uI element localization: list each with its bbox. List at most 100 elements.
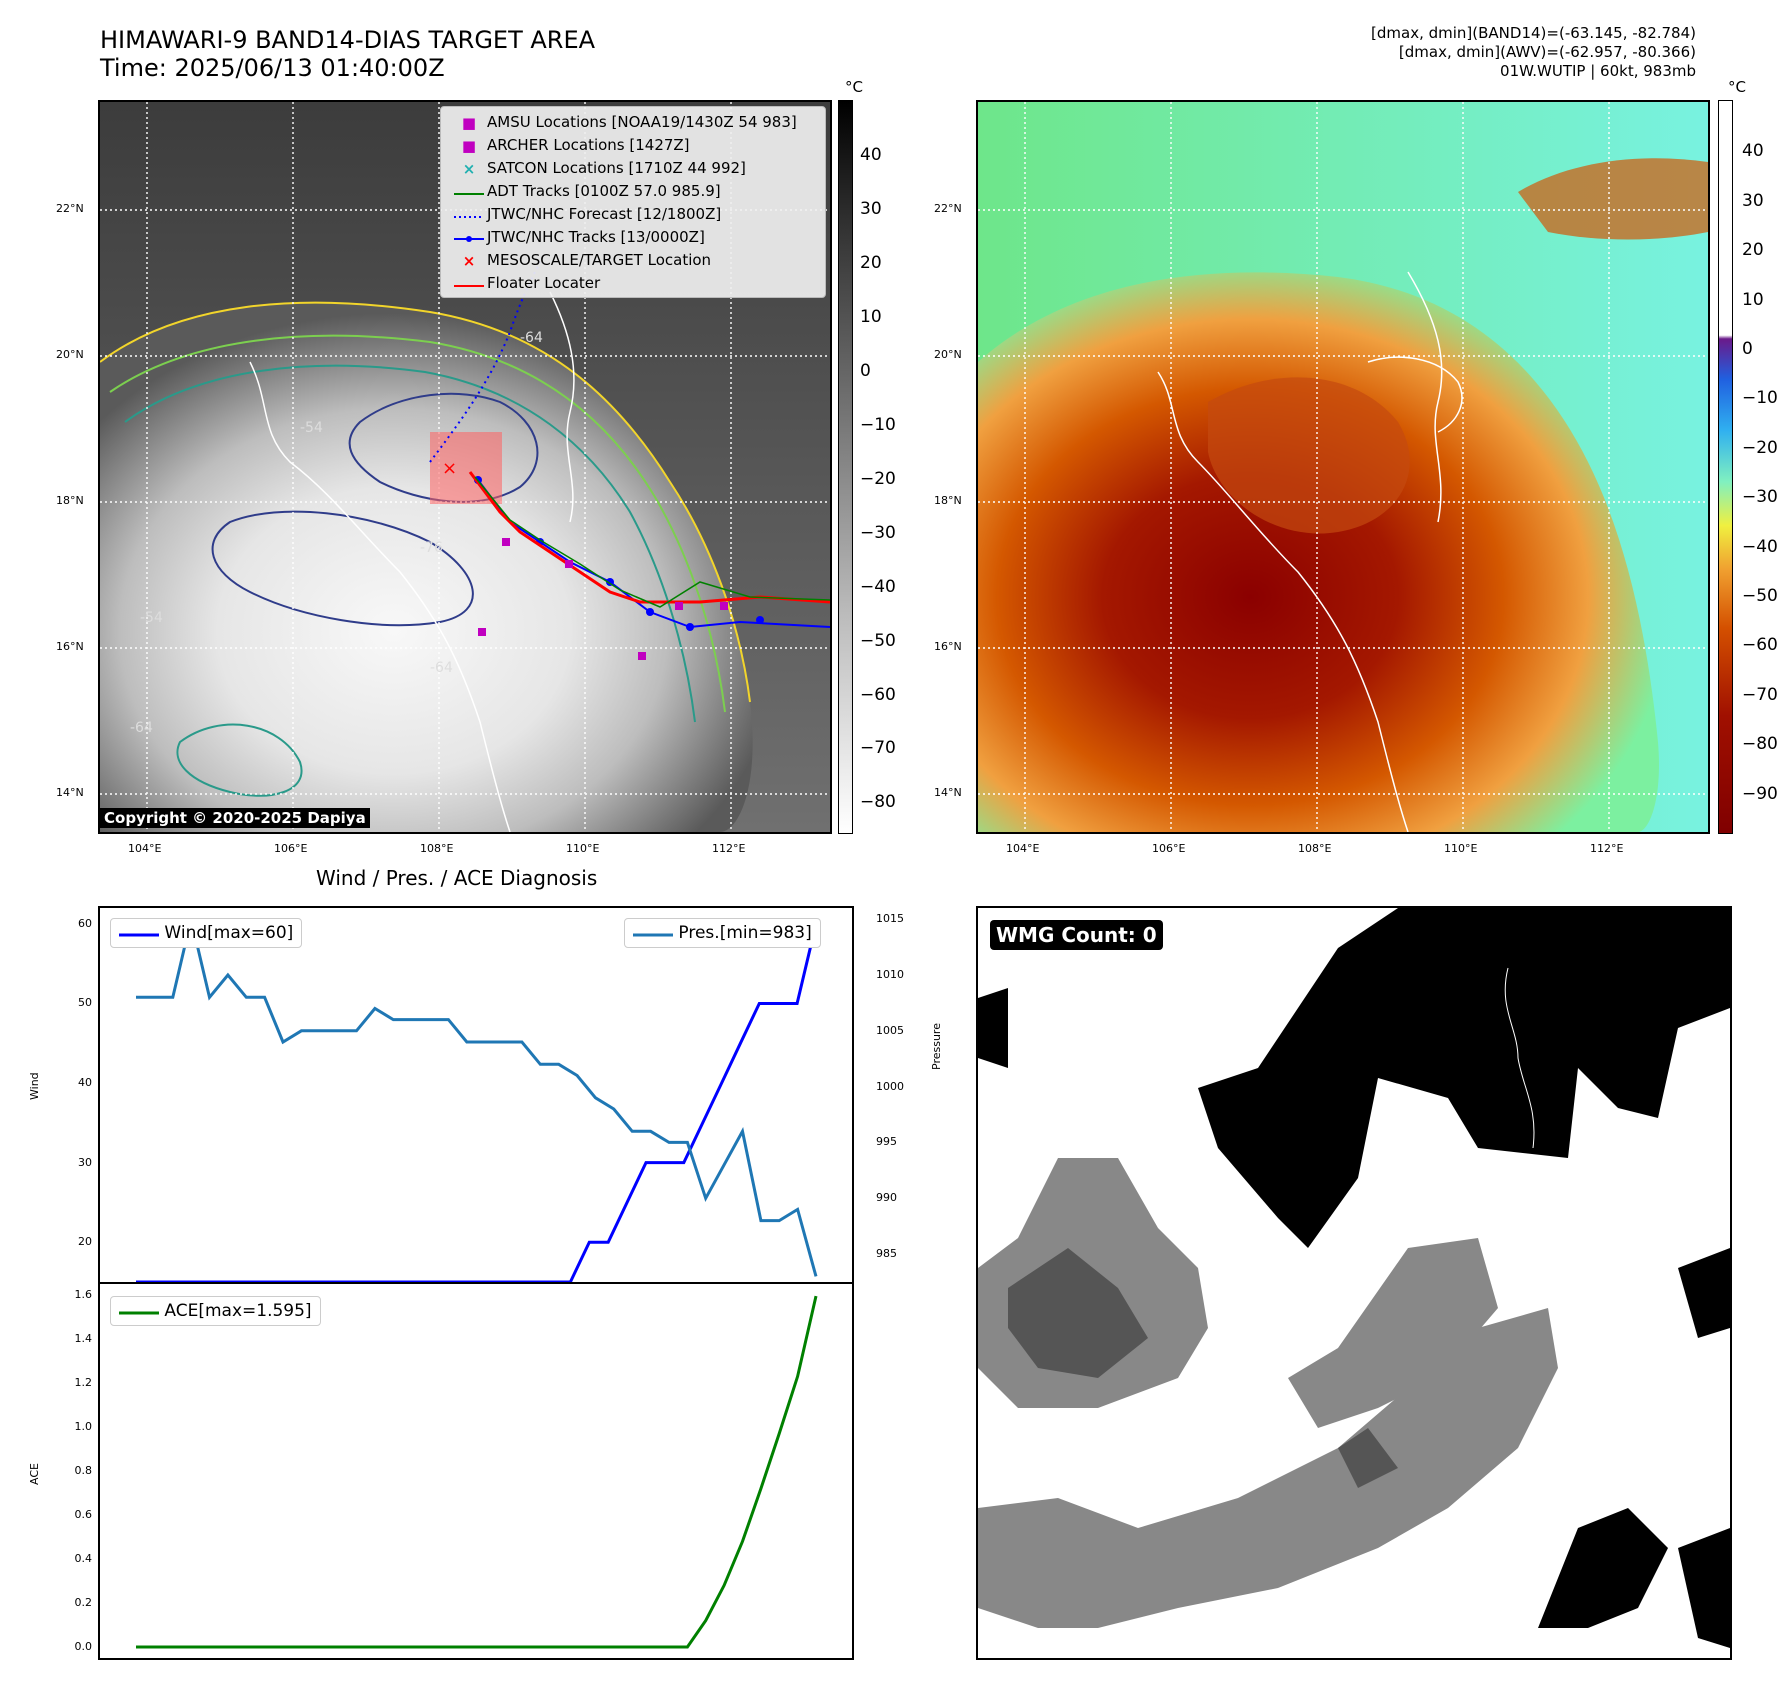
wind-pressure-panel	[98, 906, 854, 1284]
contour-label: -76	[420, 540, 443, 556]
legend-item-satcon: × SATCON Locations [1710Z 44 992]	[451, 157, 746, 179]
colorbar-tick-label: 0	[1742, 338, 1753, 359]
legend-item-target: × MESOSCALE/TARGET Location	[451, 249, 711, 271]
awv-colorbar	[1718, 100, 1733, 834]
lon-label: 104°E	[1006, 842, 1040, 855]
diagnostic-header: [dmax, dmin](BAND14)=(-63.145, -82.784) …	[1371, 24, 1696, 81]
axis-tick-label: 985	[876, 1247, 897, 1261]
colorbar-tick-label: −20	[1742, 437, 1778, 458]
lon-label: 106°E	[274, 842, 308, 855]
awv-map	[978, 102, 1708, 832]
axis-tick-label: 995	[876, 1135, 897, 1149]
legend-item-amsu: ■ AMSU Locations [NOAA19/1430Z 54 983]	[451, 111, 797, 133]
lat-label: 20°N	[56, 348, 84, 361]
wind-pressure-chart	[136, 918, 818, 1282]
lon-label: 110°E	[1444, 842, 1478, 855]
figure-title: HIMAWARI-9 BAND14-DIAS TARGET AREA Time:…	[100, 26, 595, 82]
wmg-panel	[976, 906, 1732, 1660]
colorbar-tick-label: 40	[860, 145, 882, 166]
axis-tick-label: 1.0	[74, 1420, 93, 1433]
contour-label: -64	[430, 660, 453, 676]
x-marker-icon: ×	[462, 251, 476, 270]
band14-range: [dmax, dmin](BAND14)=(-63.145, -82.784)	[1371, 24, 1696, 42]
lat-label: 18°N	[56, 494, 84, 507]
colorbar-tick-label: −40	[1742, 536, 1778, 557]
lat-label: 16°N	[56, 640, 84, 653]
colorbar-tick-label: −30	[1742, 487, 1778, 508]
line-marker-icon	[451, 273, 487, 295]
lat-label: 16°N	[934, 640, 962, 653]
line-marker-icon	[451, 181, 487, 203]
colorbar-tick-label: −40	[860, 576, 896, 597]
ace-axis-label: ACE	[28, 1463, 41, 1485]
axis-tick-label: 1000	[876, 1079, 904, 1093]
axis-tick-label: 1.2	[74, 1376, 93, 1389]
axis-tick-label: 1015	[876, 912, 904, 926]
lat-label: 14°N	[934, 786, 962, 799]
lat-label: 18°N	[934, 494, 962, 507]
lat-label: 22°N	[56, 202, 84, 215]
ace-legend: ACE[max=1.595]	[110, 1296, 321, 1326]
ir-colorbar	[838, 100, 853, 834]
lat-label: 22°N	[934, 202, 962, 215]
axis-tick-label: 60	[78, 916, 92, 930]
colorbar-tick-label: 10	[1742, 289, 1764, 310]
lon-label: 108°E	[420, 842, 454, 855]
line-marker-icon	[119, 1311, 159, 1315]
wind-legend: Wind[max=60]	[110, 918, 303, 948]
contour-label: -54	[140, 610, 163, 626]
colorbar-tick-label: 30	[1742, 190, 1764, 211]
colorbar-tick-label: −50	[860, 630, 896, 651]
lat-label: 14°N	[56, 786, 84, 799]
colorbar-tick-label: 20	[1742, 240, 1764, 261]
awv-range: [dmax, dmin](AWV)=(-62.957, -80.366)	[1398, 43, 1696, 61]
contour-label: -54	[300, 420, 323, 436]
axis-tick-label: 990	[876, 1191, 897, 1205]
target-box	[430, 432, 502, 504]
awv-map-panel	[976, 100, 1710, 834]
wmg-count-badge: WMG Count: 0	[990, 920, 1163, 950]
axis-tick-label: 50	[78, 996, 92, 1010]
dotted-line-icon	[451, 204, 487, 226]
svg-text:×: ×	[442, 458, 457, 479]
lon-label: 110°E	[566, 842, 600, 855]
axis-tick-label: 1010	[876, 967, 904, 981]
lon-label: 112°E	[712, 842, 746, 855]
colorbar-tick-label: −10	[860, 414, 896, 435]
colorbar-tick-label: −10	[1742, 388, 1778, 409]
axis-tick-label: 20	[78, 1235, 92, 1249]
dot-line-icon	[451, 227, 487, 249]
colorbar-tick-label: −90	[1742, 783, 1778, 804]
line-marker-icon	[633, 933, 673, 937]
colorbar-tick-label: −50	[1742, 585, 1778, 606]
colorbar-tick-label: 0	[860, 360, 871, 381]
lon-label: 108°E	[1298, 842, 1332, 855]
title-line-2: Time: 2025/06/13 01:40:00Z	[100, 54, 445, 82]
axis-tick-label: 0.6	[74, 1508, 93, 1521]
colorbar-tick-label: −80	[1742, 734, 1778, 755]
colorbar-tick-label: −60	[1742, 635, 1778, 656]
colorbar-tick-label: −30	[860, 522, 896, 543]
contour-label: -64	[130, 720, 153, 736]
square-marker-icon: ■	[461, 136, 477, 155]
ace-panel	[98, 1282, 854, 1660]
diagnosis-title: Wind / Pres. / ACE Diagnosis	[316, 866, 598, 890]
ace-series-line	[136, 1295, 818, 1649]
colorbar-tick-label: −80	[860, 792, 896, 813]
axis-tick-label: 1.4	[74, 1332, 93, 1345]
wind-series-line	[136, 923, 818, 1282]
wind-axis-label: Wind	[28, 1072, 41, 1100]
axis-tick-label: 0.2	[74, 1596, 93, 1609]
legend-item-archer: ■ ARCHER Locations [1427Z]	[451, 134, 690, 156]
axis-tick-label: 30	[78, 1155, 92, 1169]
axis-tick-label: 40	[78, 1076, 92, 1090]
colorbar-tick-label: 40	[1742, 141, 1764, 162]
colorbar-unit: °C	[1728, 78, 1746, 96]
colorbar-tick-label: 30	[860, 198, 882, 219]
x-marker-icon: ×	[462, 159, 476, 178]
lon-label: 104°E	[128, 842, 162, 855]
lat-label: 20°N	[934, 348, 962, 361]
pressure-series-line	[136, 918, 818, 1277]
line-marker-icon	[119, 933, 159, 937]
colorbar-tick-label: 10	[860, 306, 882, 327]
